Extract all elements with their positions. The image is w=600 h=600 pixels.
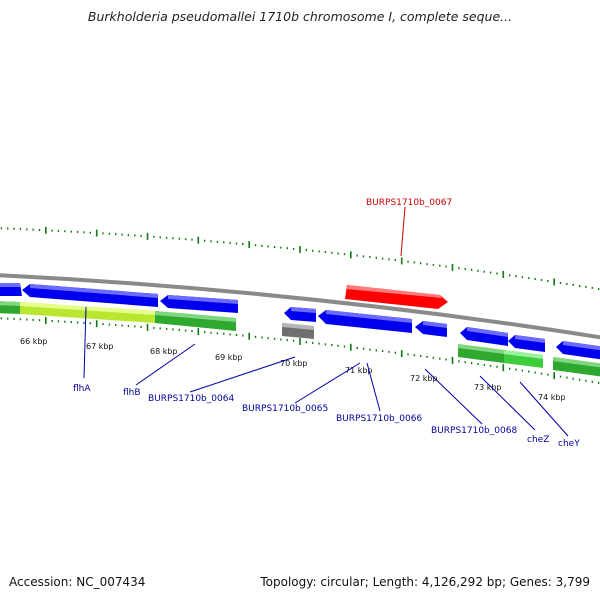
- gene-green-left[interactable]: [0, 301, 20, 314]
- label-leader-lines: [83, 206, 569, 437]
- tick-label-72: 72 kbp: [410, 374, 438, 383]
- gene-label-burps1710b-0067[interactable]: BURPS1710b_0067: [366, 198, 452, 208]
- gene-lightgreen[interactable]: [20, 302, 155, 323]
- tick-label-66: 66 kbp: [20, 337, 48, 346]
- tick-label-70: 70 kbp: [280, 359, 308, 368]
- topology-summary: Topology: circular; Length: 4,126,292 bp…: [260, 575, 590, 589]
- kbp-tick-labels: 66 kbp 67 kbp 68 kbp 69 kbp 70 kbp 71 kb…: [20, 337, 566, 402]
- gene-label-chey[interactable]: cheY: [558, 439, 580, 449]
- gene-chez[interactable]: [508, 335, 545, 352]
- gene-label-chez[interactable]: cheZ: [527, 435, 549, 445]
- gene-gray[interactable]: [282, 323, 314, 339]
- gene-burps1710b-0068[interactable]: [460, 327, 508, 346]
- gene-burps1710b-0065[interactable]: [318, 310, 412, 333]
- tick-label-74: 74 kbp: [538, 393, 566, 402]
- gene-label-burps1710b-0066[interactable]: BURPS1710b_0066: [336, 414, 422, 424]
- gene-chey[interactable]: [556, 341, 600, 360]
- map-title: Burkholderia pseudomallei 1710b chromoso…: [87, 9, 513, 24]
- accession-text: Accession: NC_007434: [9, 575, 146, 589]
- gene-flhb[interactable]: [160, 295, 238, 313]
- gene-green-mid[interactable]: [155, 311, 236, 331]
- gene-labels: BURPS1710b_0067 flhA flhB BURPS1710b_006…: [73, 198, 580, 449]
- gene-green-right[interactable]: [553, 357, 600, 377]
- tick-label-67: 67 kbp: [86, 342, 114, 351]
- gene-bright-green[interactable]: [504, 350, 543, 368]
- gene-burps1710b-0066[interactable]: [415, 321, 447, 337]
- tick-label-73: 73 kbp: [474, 383, 502, 392]
- gene-reverse-1[interactable]: [0, 283, 22, 296]
- gene-label-flhb[interactable]: flhB: [123, 388, 141, 398]
- gene-label-burps1710b-0068[interactable]: BURPS1710b_0068: [431, 426, 517, 436]
- tick-label-68: 68 kbp: [150, 347, 178, 356]
- gene-flha[interactable]: [22, 284, 158, 307]
- tick-label-69: 69 kbp: [215, 353, 243, 362]
- chromosome-backbone: [0, 273, 600, 340]
- tick-label-71: 71 kbp: [345, 366, 373, 375]
- gene-label-flha[interactable]: flhA: [73, 384, 91, 394]
- outer-tick-ring: [0, 226, 600, 290]
- gene-green-chez-region[interactable]: [458, 344, 504, 363]
- gene-burps1710b-0067[interactable]: [345, 285, 448, 309]
- gene-label-burps1710b-0064[interactable]: BURPS1710b_0064: [148, 394, 234, 404]
- inner-tick-ring: [0, 317, 600, 384]
- gene-label-burps1710b-0065[interactable]: BURPS1710b_0065: [242, 404, 328, 414]
- gene-burps1710b-0064[interactable]: [284, 307, 316, 322]
